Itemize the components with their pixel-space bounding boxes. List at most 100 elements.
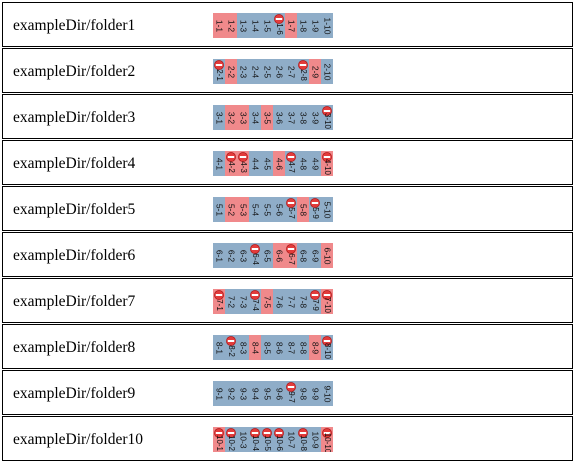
status-cell[interactable]: 10-9 [309,427,321,452]
status-cell[interactable]: 8-3 [237,335,249,360]
status-cell[interactable]: 5-1 [213,197,225,222]
status-cell[interactable]: 6-8 [297,243,309,268]
status-cell[interactable]: 3-4 [249,105,261,130]
status-cell[interactable]: 8-2 [225,335,237,360]
status-cell[interactable]: 8-7 [285,335,297,360]
status-cell[interactable]: 1-8 [297,13,309,38]
status-cell[interactable]: 9-2 [225,381,237,406]
status-cell[interactable]: 10-1 [213,427,225,452]
status-cell[interactable]: 2-1 [213,59,225,84]
folder-row[interactable]: exampleDir/folder7 7-1 7-2 7-3 7-4 7-5 7-6 7-7 7… [2,278,573,323]
status-cell[interactable]: 2-10 [321,59,333,84]
status-cell[interactable]: 3-6 [273,105,285,130]
status-cell[interactable]: 3-3 [237,105,249,130]
status-cell[interactable]: 7-6 [273,289,285,314]
status-cell[interactable]: 1-9 [309,13,321,38]
status-cell[interactable]: 5-7 [285,197,297,222]
folder-row[interactable]: exampleDir/folder4 4-1 4-2 4-3 4-4 4-5 4-6 4-7 4… [2,140,573,185]
status-cell[interactable]: 9-8 [297,381,309,406]
status-cell[interactable]: 8-1 [213,335,225,360]
status-cell[interactable]: 4-6 [273,151,285,176]
status-cell[interactable]: 4-2 [225,151,237,176]
status-cell[interactable]: 3-7 [285,105,297,130]
status-cell[interactable]: 3-10 [321,105,333,130]
status-cell[interactable]: 6-3 [237,243,249,268]
status-cell[interactable]: 7-9 [309,289,321,314]
folder-row[interactable]: exampleDir/folder10 10-1 10-2 10-3 10-4 10-5 1… [2,416,573,461]
status-cell[interactable]: 1-4 [249,13,261,38]
status-cell[interactable]: 1-10 [321,13,333,38]
status-cell[interactable]: 7-1 [213,289,225,314]
status-cell[interactable]: 10-4 [249,427,261,452]
status-cell[interactable]: 3-1 [213,105,225,130]
status-cell[interactable]: 10-2 [225,427,237,452]
status-cell[interactable]: 4-1 [213,151,225,176]
status-cell[interactable]: 9-6 [273,381,285,406]
status-cell[interactable]: 5-5 [261,197,273,222]
status-cell[interactable]: 3-5 [261,105,273,130]
folder-row[interactable]: exampleDir/folder1 1-1 1-2 1-3 1-4 1-5 1-6 1-7 1… [2,2,573,47]
status-cell[interactable]: 8-6 [273,335,285,360]
status-cell[interactable]: 4-10 [321,151,333,176]
status-cell[interactable]: 6-5 [261,243,273,268]
folder-row[interactable]: exampleDir/folder8 8-1 8-2 8-3 8-4 8-5 8-6 8-7 8… [2,324,573,369]
status-cell[interactable]: 1-2 [225,13,237,38]
folder-row[interactable]: exampleDir/folder2 2-1 2-2 2-3 2-4 2-5 2-6 2-7 2… [2,48,573,93]
status-cell[interactable]: 4-7 [285,151,297,176]
status-cell[interactable]: 9-4 [249,381,261,406]
status-cell[interactable]: 3-2 [225,105,237,130]
status-cell[interactable]: 6-10 [321,243,333,268]
status-cell[interactable]: 2-5 [261,59,273,84]
status-cell[interactable]: 9-10 [321,381,333,406]
status-cell[interactable]: 4-4 [249,151,261,176]
status-cell[interactable]: 10-7 [285,427,297,452]
status-cell[interactable]: 1-6 [273,13,285,38]
status-cell[interactable]: 8-5 [261,335,273,360]
status-cell[interactable]: 2-3 [237,59,249,84]
status-cell[interactable]: 5-4 [249,197,261,222]
status-cell[interactable]: 9-5 [261,381,273,406]
status-cell[interactable]: 2-8 [297,59,309,84]
status-cell[interactable]: 1-5 [261,13,273,38]
status-cell[interactable]: 5-10 [321,197,333,222]
folder-row[interactable]: exampleDir/folder3 3-1 3-2 3-3 3-4 3-5 3-6 3-7 3… [2,94,573,139]
status-cell[interactable]: 5-9 [309,197,321,222]
status-cell[interactable]: 2-9 [309,59,321,84]
status-cell[interactable]: 2-6 [273,59,285,84]
status-cell[interactable]: 5-2 [225,197,237,222]
status-cell[interactable]: 6-2 [225,243,237,268]
status-cell[interactable]: 7-3 [237,289,249,314]
status-cell[interactable]: 3-8 [297,105,309,130]
status-cell[interactable]: 9-9 [309,381,321,406]
status-cell[interactable]: 7-4 [249,289,261,314]
status-cell[interactable]: 7-8 [297,289,309,314]
status-cell[interactable]: 2-4 [249,59,261,84]
status-cell[interactable]: 1-1 [213,13,225,38]
status-cell[interactable]: 5-3 [237,197,249,222]
status-cell[interactable]: 10-5 [261,427,273,452]
status-cell[interactable]: 4-5 [261,151,273,176]
status-cell[interactable]: 8-4 [249,335,261,360]
status-cell[interactable]: 6-9 [309,243,321,268]
status-cell[interactable]: 1-7 [285,13,297,38]
status-cell[interactable]: 6-6 [273,243,285,268]
status-cell[interactable]: 4-9 [309,151,321,176]
status-cell[interactable]: 7-10 [321,289,333,314]
status-cell[interactable]: 1-3 [237,13,249,38]
status-cell[interactable]: 9-3 [237,381,249,406]
status-cell[interactable]: 4-3 [237,151,249,176]
status-cell[interactable]: 7-7 [285,289,297,314]
folder-row[interactable]: exampleDir/folder5 5-1 5-2 5-3 5-4 5-5 5-6 5-7 5… [2,186,573,231]
status-cell[interactable]: 10-3 [237,427,249,452]
status-cell[interactable]: 4-8 [297,151,309,176]
status-cell[interactable]: 2-7 [285,59,297,84]
status-cell[interactable]: 7-5 [261,289,273,314]
status-cell[interactable]: 9-1 [213,381,225,406]
folder-row[interactable]: exampleDir/folder9 9-1 9-2 9-3 9-4 9-5 9-6 9-7 9… [2,370,573,415]
status-cell[interactable]: 10-10 [321,427,333,452]
status-cell[interactable]: 10-8 [297,427,309,452]
status-cell[interactable]: 9-7 [285,381,297,406]
status-cell[interactable]: 6-7 [285,243,297,268]
status-cell[interactable]: 10-6 [273,427,285,452]
status-cell[interactable]: 7-2 [225,289,237,314]
